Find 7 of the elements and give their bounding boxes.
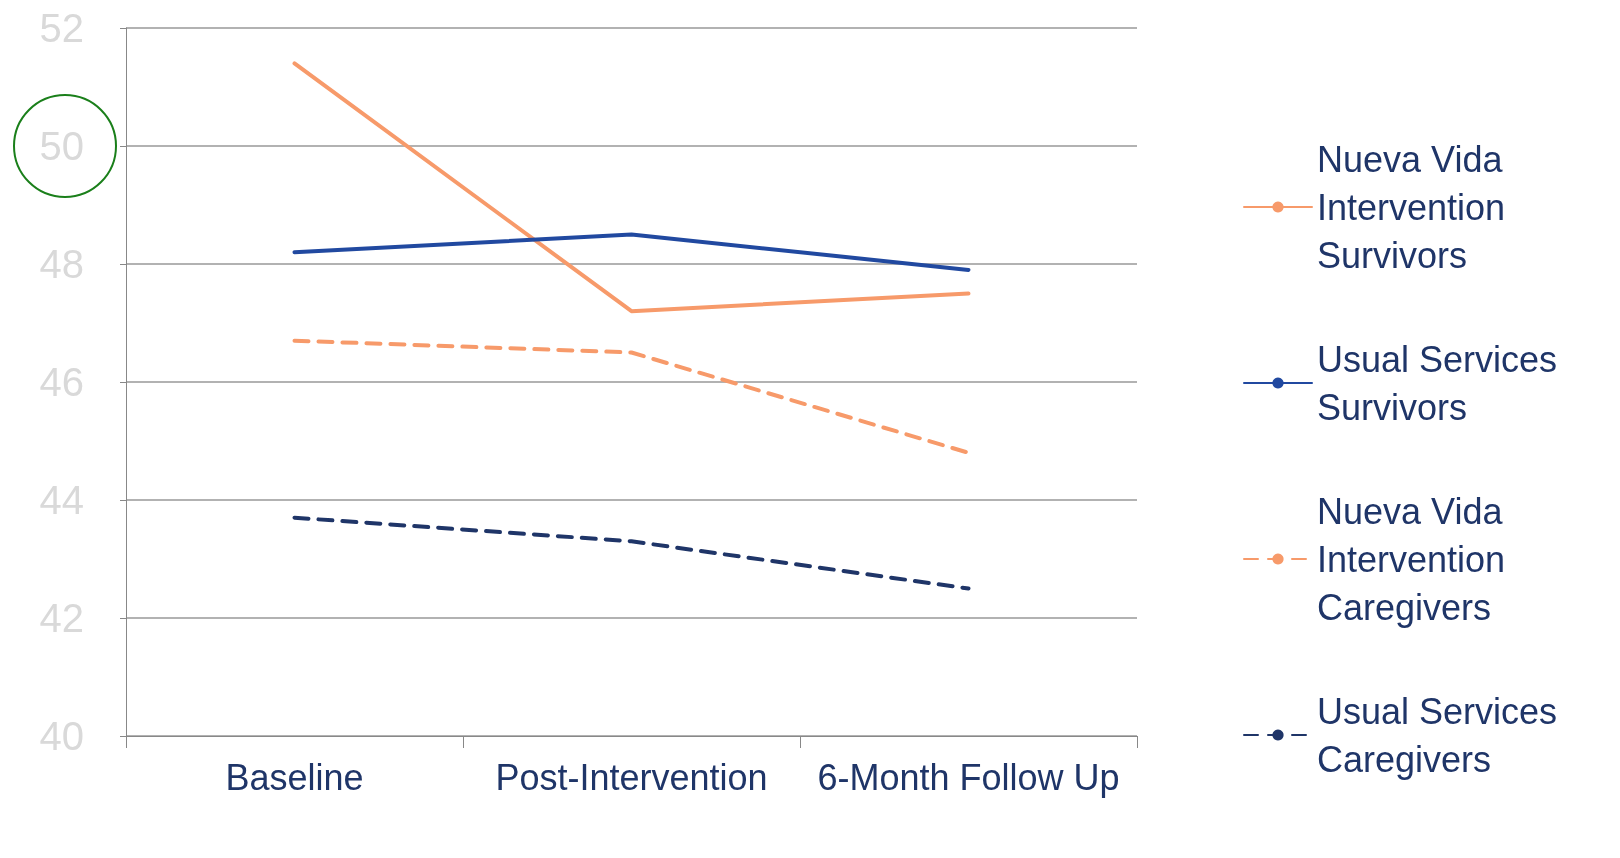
x-tick-label: Baseline — [225, 756, 364, 798]
x-tick-label: 6-Month Follow Up — [817, 756, 1120, 798]
legend-label: Usual Services Caregivers — [1317, 690, 1568, 780]
legend-label: Nueva Vida Intervention Survivors — [1317, 138, 1516, 276]
x-tick-label: Post-Intervention — [495, 756, 768, 798]
legend-label: Usual Services Survivors — [1317, 338, 1568, 428]
legend-label: Nueva Vida Intervention Caregivers — [1317, 490, 1516, 628]
